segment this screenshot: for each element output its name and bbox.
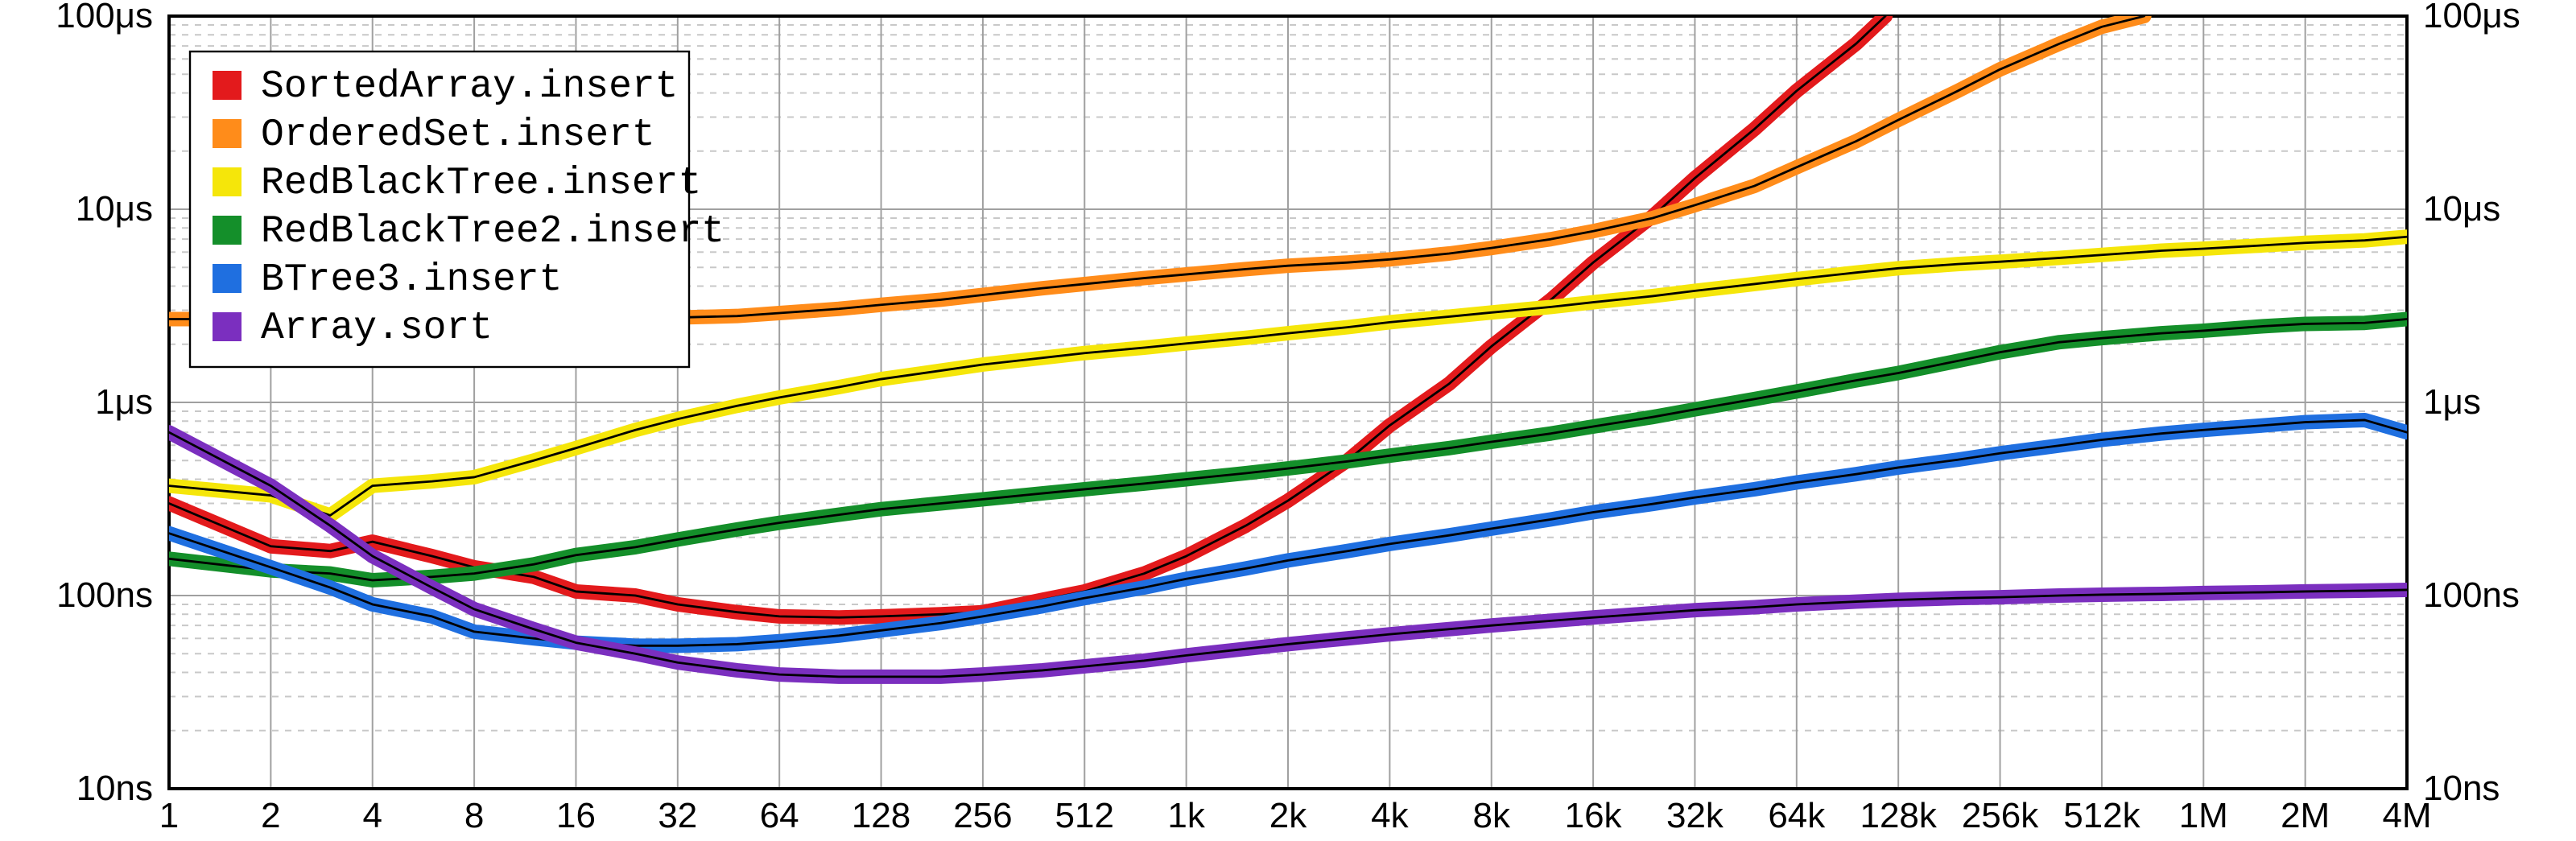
x-tick-label: 1k: [1167, 796, 1205, 835]
y-tick-label-right: 100ns: [2423, 575, 2520, 615]
x-tick-label: 8: [464, 796, 484, 835]
legend-label: RedBlackTree.insert: [261, 162, 701, 205]
y-tick-label-right: 100μs: [2423, 0, 2520, 35]
performance-chart: 1 2 4 8 16 32 64 128 256 512 1k 2k 4k 8k 16k 32k 64k 128k…: [0, 0, 2576, 841]
legend-label: RedBlackTree2.insert: [261, 210, 724, 254]
x-tick-label: 2: [261, 796, 280, 835]
x-tick-label: 32: [658, 796, 697, 835]
legend-label: SortedArray.insert: [261, 65, 678, 109]
x-tick-label: 512: [1055, 796, 1114, 835]
y-tick-label-left: 10ns: [76, 769, 153, 808]
y-tick-label-right: 1μs: [2423, 382, 2481, 422]
x-tick-label: 1M: [2179, 796, 2228, 835]
chart-svg: 1 2 4 8 16 32 64 128 256 512 1k 2k 4k 8k 16k 32k 64k 128k…: [0, 0, 2576, 837]
legend-swatch: [213, 119, 242, 148]
x-tick-label: 8k: [1472, 796, 1510, 835]
y-tick-label-right: 10ns: [2423, 769, 2500, 808]
x-tick-label: 512k: [2063, 796, 2140, 835]
x-tick-label: 1: [159, 796, 179, 835]
legend-swatch: [213, 167, 242, 196]
y-tick-label-left: 100μs: [56, 0, 153, 35]
x-tick-label: 128k: [1860, 796, 1937, 835]
x-tick-label: 256k: [1962, 796, 2039, 835]
y-tick-label-left: 100ns: [56, 575, 153, 615]
legend-swatch: [213, 264, 242, 293]
x-tick-label: 32k: [1666, 796, 1724, 835]
legend-swatch: [213, 312, 242, 341]
x-tick-label: 2M: [2281, 796, 2330, 835]
legend-label: Array.sort: [261, 307, 493, 350]
x-tick-label: 64: [760, 796, 799, 835]
legend: SortedArray.insertOrderedSet.insert RedBl…: [190, 52, 724, 367]
y-tick-label-right: 10μs: [2423, 189, 2500, 229]
legend-label: BTree3.insert: [261, 258, 562, 302]
x-tick-label: 256: [953, 796, 1012, 835]
x-tick-label: 16: [556, 796, 596, 835]
y-tick-label-left: 10μs: [76, 189, 153, 229]
legend-swatch: [213, 71, 242, 100]
x-tick-label: 128: [852, 796, 910, 835]
legend-label: OrderedSet.insert: [261, 113, 655, 157]
x-tick-label: 4k: [1371, 796, 1409, 835]
x-tick-label: 2k: [1269, 796, 1307, 835]
y-tick-label-left: 1μs: [95, 382, 153, 422]
x-tick-label: 16k: [1565, 796, 1623, 835]
legend-swatch: [213, 216, 242, 245]
x-tick-label: 64k: [1768, 796, 1826, 835]
x-tick-label: 4: [362, 796, 382, 835]
